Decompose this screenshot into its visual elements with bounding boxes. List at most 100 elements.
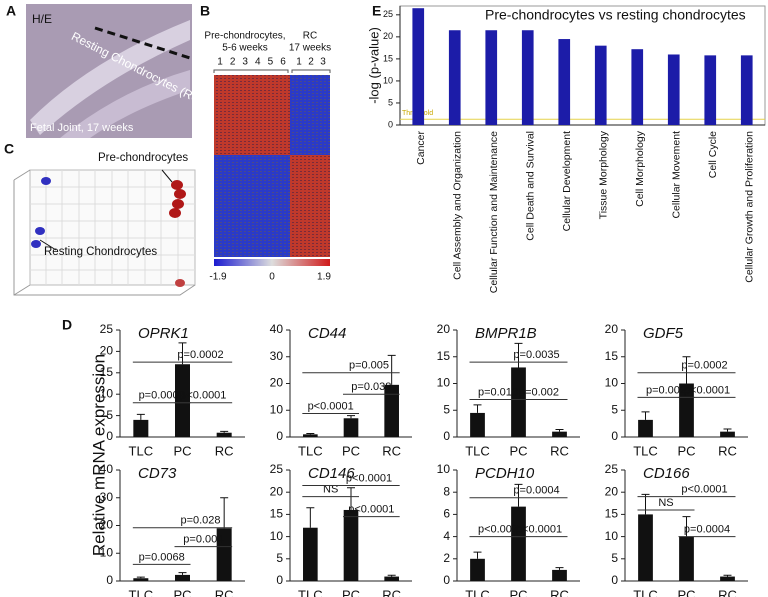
bar xyxy=(343,509,359,581)
heatmap-block xyxy=(290,75,330,155)
y-tick-label: 30 xyxy=(270,349,284,363)
y-tick-label: 15 xyxy=(605,349,619,363)
scale-label: -1.9 xyxy=(209,272,227,283)
bar xyxy=(720,576,735,581)
group-label: 17 weeks xyxy=(289,43,331,54)
heatmap-block xyxy=(290,155,330,257)
column-label: 3 xyxy=(242,57,248,68)
bar xyxy=(558,39,571,125)
error-bar xyxy=(641,411,650,420)
error-bar xyxy=(136,413,145,420)
error-bar xyxy=(347,487,355,510)
p-value: p<0.0001 xyxy=(516,524,562,536)
y-tick-label: 5 xyxy=(611,551,618,565)
group-label: 5-6 weeks xyxy=(222,43,268,54)
panel-label: A xyxy=(6,3,16,19)
y-tick-label: 10 xyxy=(100,545,114,559)
y-tick-label: 5 xyxy=(106,408,113,422)
x-tick-label: PC xyxy=(677,443,695,458)
y-tick-label: 15 xyxy=(383,53,393,63)
error-bar xyxy=(387,354,396,385)
cluster-label: Resting Chondrocytes xyxy=(44,246,157,258)
x-tick-label: RC xyxy=(215,443,234,458)
y-tick-label: 25 xyxy=(100,322,114,336)
error-bar xyxy=(473,404,482,413)
bar xyxy=(552,569,567,581)
bracket xyxy=(213,69,331,73)
x-tick-label: TLC xyxy=(129,443,154,458)
error-bar xyxy=(641,493,650,515)
scale-label: 0 xyxy=(269,272,275,283)
error-bar xyxy=(220,497,229,529)
y-tick-label: 20 xyxy=(605,484,619,498)
bar xyxy=(384,576,399,581)
x-tick-label: RC xyxy=(382,587,401,597)
error-bar xyxy=(555,567,564,570)
chart-title: PCDH10 xyxy=(475,465,535,482)
y-tick-label: 5 xyxy=(443,402,450,416)
y-tick-label: 20 xyxy=(100,344,114,358)
scale-label: 1.9 xyxy=(317,272,331,283)
y-tick-label: 10 xyxy=(605,376,619,390)
x-tick-label: RC xyxy=(718,443,737,458)
x-tick-label: TLC xyxy=(633,443,658,458)
x-tick-label: Cellular Development xyxy=(561,131,573,231)
column-label: 1 xyxy=(296,57,302,68)
error-bar xyxy=(220,430,229,433)
bar xyxy=(470,558,485,581)
p-value: p=0.0004 xyxy=(513,485,559,497)
p-value: NS xyxy=(323,484,338,496)
column-label: 5 xyxy=(268,57,274,68)
column-label: 6 xyxy=(280,57,286,68)
boundary-line xyxy=(94,26,191,60)
x-tick-label: TLC xyxy=(633,587,658,597)
bar xyxy=(667,54,680,126)
chart-title: GDF5 xyxy=(643,325,684,342)
y-tick-label: 40 xyxy=(270,322,284,336)
x-tick-label: PC xyxy=(342,587,360,597)
bar xyxy=(216,528,232,581)
bar xyxy=(133,578,149,581)
bar xyxy=(175,364,190,437)
x-tick-label: TLC xyxy=(298,587,323,597)
panel-label: E xyxy=(372,3,381,19)
y-tick-label: 15 xyxy=(605,507,619,521)
error-bar xyxy=(347,415,355,419)
tissue-band xyxy=(60,70,190,138)
y-tick-label: 30 xyxy=(100,490,114,504)
y-tick-label: 0 xyxy=(443,429,450,443)
p-value: p=0.028 xyxy=(180,515,220,527)
x-tick-label: Cellular Movement xyxy=(671,131,683,219)
error-bar xyxy=(514,342,523,368)
y-tick-label: 10 xyxy=(383,75,393,85)
x-tick-label: Cell Morphology xyxy=(634,130,646,207)
y-tick-label: 10 xyxy=(605,529,619,543)
y-tick-label: 20 xyxy=(383,31,393,41)
x-tick-label: PC xyxy=(509,587,527,597)
chart-title: CD166 xyxy=(643,465,690,482)
p-value: p<0.007 xyxy=(478,524,518,536)
p-value: p=0.0003 xyxy=(139,390,185,402)
chart-title: CD73 xyxy=(138,465,177,482)
error-bar xyxy=(306,507,315,528)
p-value: p<0.0001 xyxy=(681,484,727,496)
x-tick-label: TLC xyxy=(465,443,490,458)
bar xyxy=(552,431,567,437)
p-value: p=0.002 xyxy=(646,384,686,396)
p-value: p<0.0001 xyxy=(346,472,392,484)
p-value: p=0.0068 xyxy=(139,551,185,563)
y-tick-label: 20 xyxy=(270,484,284,498)
x-tick-label: PC xyxy=(342,443,360,458)
error-bar xyxy=(682,356,691,384)
y-tick-label: 0 xyxy=(611,429,618,443)
y-tick-label: 20 xyxy=(605,322,619,336)
bar xyxy=(638,419,653,437)
x-tick-label: PC xyxy=(173,587,191,597)
y-tick-label: 10 xyxy=(270,402,284,416)
x-tick-label: Cell Death and Survival xyxy=(525,131,537,241)
bar xyxy=(216,432,232,437)
x-tick-label: Cellular Function and Maintenance xyxy=(488,131,500,293)
column-label: 4 xyxy=(255,57,261,68)
x-tick-label: Cell Assembly and Organization xyxy=(452,131,464,280)
